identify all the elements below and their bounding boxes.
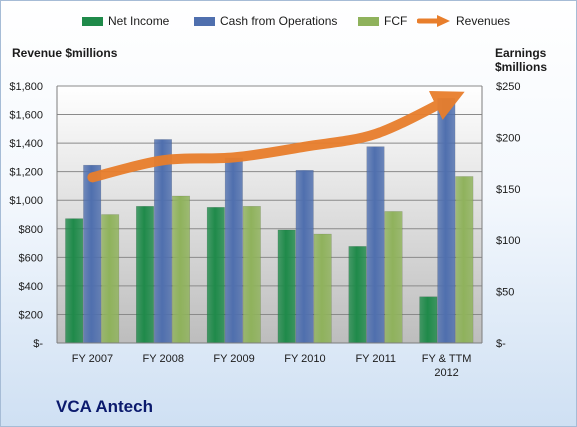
bar-net-income <box>136 206 154 344</box>
plot-area <box>57 86 482 343</box>
legend-item-revenues: Revenues <box>417 14 510 28</box>
bar-cash-from-operations <box>437 98 456 344</box>
bar-cash-from-operations <box>366 146 385 344</box>
legend-label-cash-from-operations: Cash from Operations <box>220 14 338 28</box>
left-axis-tick-label: $600 <box>19 252 43 264</box>
legend-swatch-cash-from-operations <box>194 16 215 26</box>
left-axis-tick-label: $- <box>33 338 43 350</box>
legend-item-cash-from-operations: Cash from Operations <box>194 14 337 28</box>
bar-net-income <box>419 296 438 344</box>
bar-net-income <box>277 229 296 344</box>
bar-cash-from-operations <box>224 157 243 344</box>
bar-cash-from-operations <box>295 170 314 344</box>
bar-net-income <box>348 246 367 344</box>
legend-label-net-income: Net Income <box>108 14 170 28</box>
legend-swatch-net-income <box>82 16 103 26</box>
left-axis-tick-label: $1,600 <box>9 110 43 122</box>
right-axis-tick-label: $- <box>496 338 506 350</box>
right-axis-tick-label: $200 <box>496 132 520 144</box>
bar-cash-from-operations <box>83 164 102 344</box>
company-name: VCA Antech <box>56 397 153 416</box>
revenues-line <box>87 90 465 183</box>
bar-fcf <box>172 195 190 344</box>
right-axis-tick-label: $150 <box>496 184 520 196</box>
legend-swatch-fcf <box>358 16 379 26</box>
x-axis-tick-label: FY 2011 <box>355 353 396 365</box>
left-axis-tick-label: $1,000 <box>9 195 43 207</box>
left-axis-title: Revenue $millions <box>12 46 118 60</box>
bar-fcf <box>455 176 474 344</box>
legend-item-net-income: Net Income <box>82 14 169 28</box>
x-axis-tick-label: FY 2009 <box>213 353 254 365</box>
bar-fcf <box>101 214 120 344</box>
bar-cash-from-operations <box>154 139 172 344</box>
left-axis-tick-label: $1,400 <box>9 138 43 150</box>
legend-label-revenues: Revenues <box>456 14 511 28</box>
right-axis-tick-label: $250 <box>496 81 520 93</box>
x-axis-tick-label: FY 2008 <box>143 353 184 365</box>
bar-fcf <box>384 211 403 344</box>
x-axis-tick-label: FY & TTM 2012 <box>422 353 472 379</box>
bar-fcf <box>242 206 261 344</box>
right-axis-tick-label: $50 <box>496 287 514 299</box>
legend: Net Income Cash from Operations FCF Reve… <box>0 14 577 34</box>
right-axis-title: Earnings $millions <box>495 46 548 74</box>
left-axis-tick-label: $1,200 <box>9 167 43 179</box>
legend-label-fcf: FCF <box>384 14 408 28</box>
left-axis-tick-label: $400 <box>19 281 43 293</box>
bar-fcf <box>313 233 332 344</box>
bar-net-income <box>206 207 225 344</box>
x-axis-tick-label: FY 2010 <box>284 353 325 365</box>
x-axis-tick-label: FY 2007 <box>72 353 113 365</box>
legend-item-fcf: FCF <box>358 14 407 28</box>
legend-arrow-icon <box>417 15 450 27</box>
left-axis-tick-label: $800 <box>19 224 43 236</box>
bar-net-income <box>65 218 84 344</box>
right-axis-tick-label: $100 <box>496 235 520 247</box>
left-axis-tick-label: $1,800 <box>9 81 43 93</box>
left-axis-tick-label: $200 <box>19 309 43 321</box>
